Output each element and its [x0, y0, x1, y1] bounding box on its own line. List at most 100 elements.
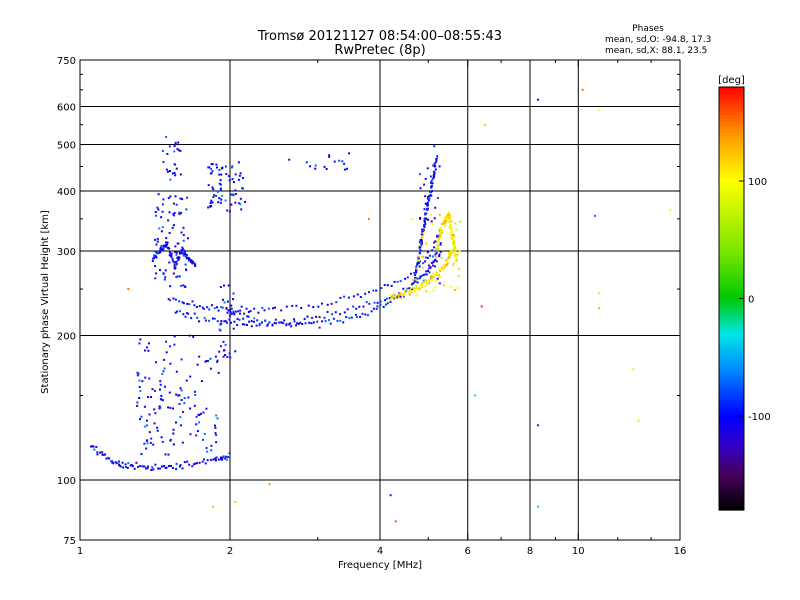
data-point — [406, 276, 409, 279]
data-point — [438, 267, 441, 270]
data-point — [211, 170, 214, 172]
data-point — [418, 252, 421, 255]
data-point — [212, 188, 215, 191]
data-point — [280, 321, 283, 324]
data-point — [163, 465, 166, 467]
data-point — [153, 254, 156, 257]
data-point — [280, 309, 283, 312]
data-point — [153, 408, 156, 411]
data-point — [432, 272, 435, 275]
data-point — [187, 312, 190, 315]
data-point — [417, 262, 420, 265]
data-point — [171, 226, 174, 229]
data-point — [210, 163, 213, 166]
data-point — [454, 249, 457, 251]
colorbar-segment — [719, 347, 744, 352]
data-point — [435, 157, 438, 160]
data-point — [118, 463, 120, 466]
data-point — [386, 284, 389, 287]
colorbar-segment — [719, 390, 744, 395]
data-point — [414, 274, 417, 277]
data-point — [243, 312, 246, 315]
data-point — [178, 394, 181, 397]
data-point — [436, 249, 439, 252]
data-point — [156, 251, 159, 254]
data-point — [225, 458, 228, 461]
colorbar-segment — [719, 457, 744, 462]
data-point — [238, 318, 241, 321]
colorbar-segment — [719, 242, 744, 247]
data-point — [431, 190, 434, 193]
data-point — [390, 284, 393, 287]
data-point — [175, 260, 178, 263]
data-point — [218, 350, 221, 353]
data-point — [431, 264, 434, 267]
data-point — [236, 324, 239, 326]
data-point — [159, 380, 162, 383]
data-point — [228, 179, 231, 182]
data-point — [136, 374, 139, 377]
data-point — [182, 253, 185, 256]
data-point — [172, 428, 175, 431]
x-tick-label: 1 — [77, 546, 83, 557]
data-point — [206, 450, 209, 453]
data-point — [220, 322, 223, 325]
data-point — [332, 317, 335, 320]
data-point — [438, 228, 441, 231]
data-point — [93, 448, 96, 451]
data-point — [191, 262, 194, 265]
data-point — [425, 270, 428, 273]
data-point — [454, 246, 457, 249]
data-point — [342, 321, 345, 324]
data-point — [101, 453, 104, 456]
data-point — [450, 249, 452, 252]
data-point — [355, 307, 358, 310]
data-point — [156, 237, 159, 240]
data-point — [187, 256, 189, 259]
data-point — [173, 343, 176, 346]
data-point — [420, 244, 423, 247]
data-point — [202, 438, 204, 441]
data-point — [433, 172, 436, 175]
data-point — [385, 297, 388, 300]
data-point — [180, 231, 183, 234]
data-point — [168, 145, 171, 148]
data-point — [425, 217, 428, 220]
data-point — [184, 263, 187, 266]
data-point — [154, 254, 157, 257]
data-point — [368, 291, 370, 294]
data-point — [343, 295, 346, 298]
data-point — [158, 227, 161, 230]
data-point — [179, 149, 182, 152]
data-point — [285, 323, 288, 326]
data-point — [239, 203, 242, 206]
data-point — [448, 214, 451, 217]
data-point — [330, 302, 333, 305]
data-point — [415, 271, 418, 274]
data-point — [453, 247, 456, 249]
data-point — [154, 463, 157, 466]
data-point — [234, 193, 237, 195]
data-point — [375, 289, 378, 292]
data-point — [415, 265, 418, 268]
data-point — [139, 390, 142, 393]
data-point — [258, 324, 261, 327]
data-point — [155, 256, 158, 259]
data-point — [398, 292, 401, 295]
data-point — [146, 442, 149, 445]
colorbar-segment — [719, 365, 744, 370]
data-point — [177, 259, 180, 262]
data-point — [104, 453, 107, 456]
data-point — [115, 462, 118, 465]
data-point — [194, 462, 197, 465]
data-point — [415, 293, 418, 296]
data-point — [180, 358, 183, 361]
colorbar-segment — [719, 280, 744, 286]
data-point — [439, 226, 442, 229]
colorbar-segment — [719, 495, 744, 501]
data-point — [164, 385, 166, 388]
data-point — [167, 246, 170, 249]
data-point — [393, 297, 396, 300]
x-tick-label: 10 — [572, 546, 585, 557]
data-point — [212, 458, 215, 461]
